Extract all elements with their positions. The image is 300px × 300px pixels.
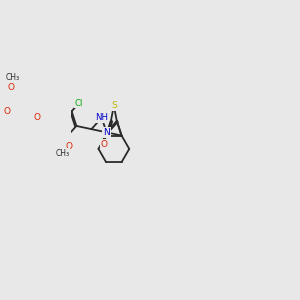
- Text: O: O: [65, 142, 73, 151]
- Text: Cl: Cl: [75, 99, 83, 108]
- Text: CH₃: CH₃: [56, 149, 70, 158]
- Text: O: O: [100, 140, 107, 149]
- Text: N: N: [103, 128, 110, 137]
- Text: CH₃: CH₃: [6, 73, 20, 82]
- Text: NH: NH: [95, 113, 108, 122]
- Text: O: O: [7, 82, 14, 91]
- Text: O: O: [3, 107, 10, 116]
- Text: O: O: [33, 113, 40, 122]
- Text: S: S: [111, 101, 117, 110]
